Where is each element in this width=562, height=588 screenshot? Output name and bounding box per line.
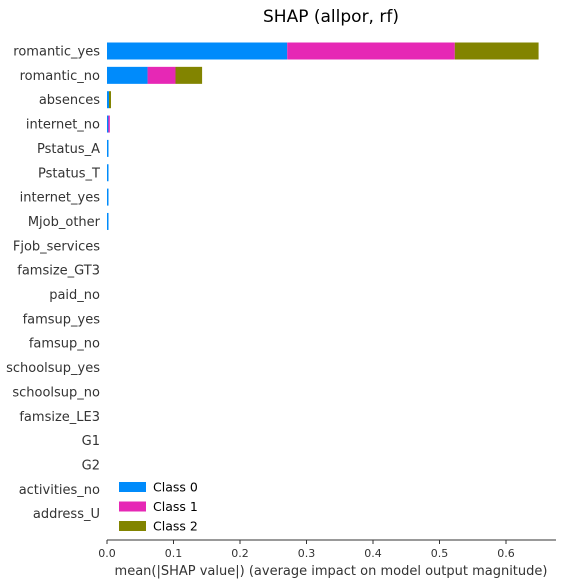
bars-layer xyxy=(107,42,539,230)
x-tick-label: 0.5 xyxy=(431,547,449,560)
y-tick-label: Fjob_services xyxy=(13,239,100,254)
y-tick-label: famsize_LE3 xyxy=(19,410,100,425)
y-tick-label: famsup_no xyxy=(29,337,100,352)
y-tick-label: Mjob_other xyxy=(28,215,101,230)
chart-title: SHAP (allpor, rf) xyxy=(263,7,399,27)
y-tick-label: famsup_yes xyxy=(23,312,101,327)
legend-swatch xyxy=(119,501,146,512)
bar-segment-class-2 xyxy=(108,91,111,109)
bar-segment-class-0 xyxy=(107,188,109,206)
y-tick-label: G1 xyxy=(82,434,100,449)
y-tick-label: activities_no xyxy=(19,483,100,498)
legend-swatch xyxy=(119,482,146,492)
x-axis-label: mean(|SHAP value|) (average impact on mo… xyxy=(115,564,548,579)
bar-segment-class-0 xyxy=(107,212,109,230)
x-tick-label: 0.0 xyxy=(98,547,116,560)
y-tick-label: absences xyxy=(39,93,100,108)
bar-segment-class-1 xyxy=(287,42,455,60)
x-axis-ticks: 0.0 0.1 0.2 0.3 0.4 0.5 0.6 xyxy=(98,540,515,560)
bar-segment-class-1 xyxy=(147,66,176,84)
y-tick-label: romantic_yes xyxy=(13,45,100,60)
legend-label: Class 0 xyxy=(153,480,198,495)
y-tick-label: address_U xyxy=(33,507,100,522)
x-tick-label: 0.1 xyxy=(165,547,183,560)
legend-label: Class 1 xyxy=(153,499,198,514)
bar-segment-class-1 xyxy=(108,115,110,133)
legend: Class 0 Class 1 Class 2 xyxy=(119,480,198,534)
bar-segment-class-0 xyxy=(107,115,109,133)
bar-segment-class-0 xyxy=(107,42,288,60)
y-tick-label: schoolsup_no xyxy=(12,385,100,400)
y-tick-label: Pstatus_T xyxy=(38,166,100,181)
y-tick-label: paid_no xyxy=(49,288,100,303)
bar-segment-class-2 xyxy=(175,66,203,84)
y-tick-label: internet_no xyxy=(26,118,100,133)
y-tick-label: internet_yes xyxy=(20,191,101,206)
bar-segment-class-0 xyxy=(107,91,109,109)
y-tick-label: G2 xyxy=(82,458,100,473)
x-tick-label: 0.4 xyxy=(364,547,382,560)
y-tick-label: schoolsup_yes xyxy=(6,361,100,376)
legend-label: Class 2 xyxy=(153,519,198,534)
y-tick-label: famsize_GT3 xyxy=(17,264,100,279)
y-axis-labels: romantic_yes romantic_no absences internet_… xyxy=(6,45,101,523)
bar-segment-class-0 xyxy=(107,164,109,182)
x-tick-label: 0.2 xyxy=(231,547,249,560)
x-tick-label: 0.6 xyxy=(497,547,515,560)
y-tick-label: Pstatus_A xyxy=(37,142,100,157)
bar-segment-class-0 xyxy=(107,139,109,157)
bar-segment-class-2 xyxy=(454,42,539,60)
y-tick-label: romantic_no xyxy=(20,69,100,84)
x-tick-label: 0.3 xyxy=(298,547,316,560)
bar-segment-class-0 xyxy=(107,66,148,84)
legend-swatch xyxy=(119,521,146,531)
